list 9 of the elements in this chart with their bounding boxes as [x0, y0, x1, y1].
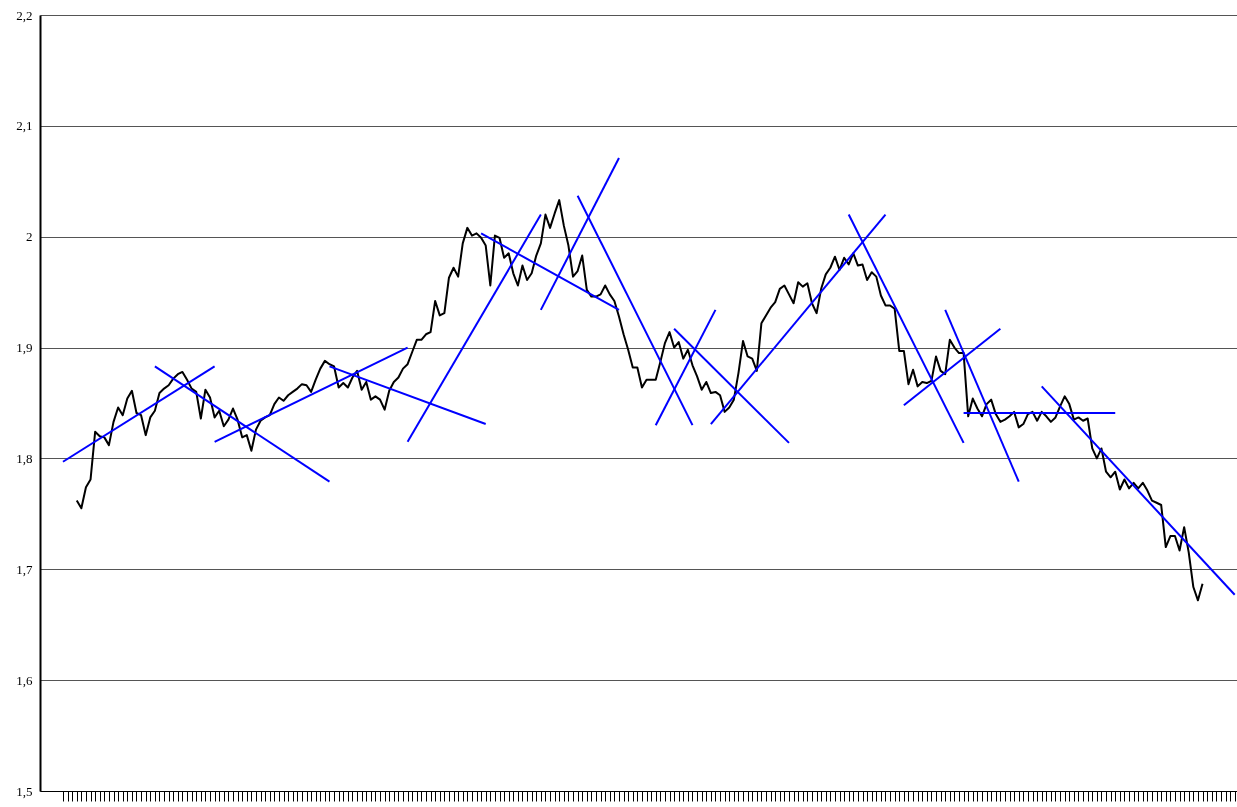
y-tick-label: 1,5 [16, 783, 33, 799]
y-tick-label: 2,1 [16, 118, 33, 134]
line-series [75, 199, 1204, 602]
y-tick-label: 1,7 [16, 561, 33, 577]
y-tick-label: 2 [26, 229, 33, 245]
y-tick-label: 1,8 [16, 450, 33, 466]
y-tick-label: 2,2 [16, 7, 33, 23]
y-tick-label: 1,9 [16, 340, 33, 356]
y-tick-label: 1,6 [16, 672, 33, 688]
